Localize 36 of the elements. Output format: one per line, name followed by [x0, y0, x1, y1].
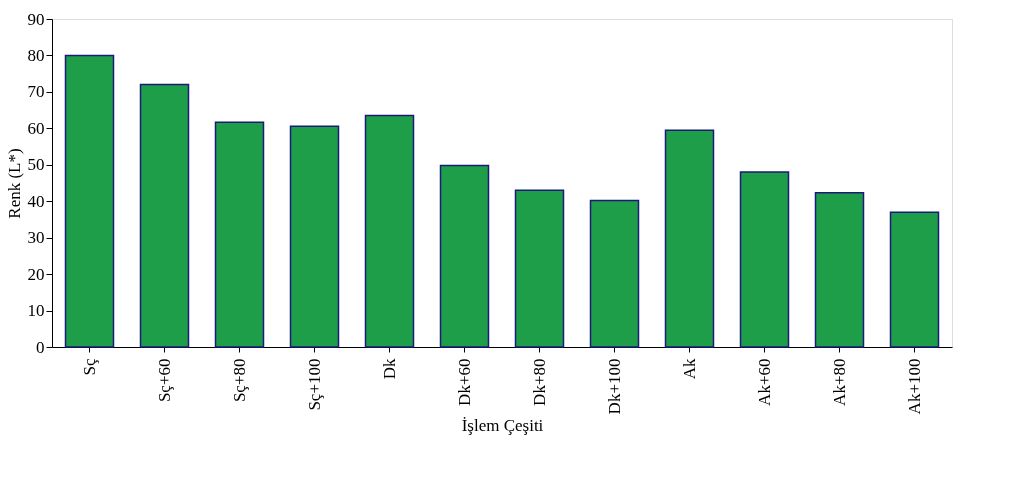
- y-tick-label: 10: [27, 301, 45, 321]
- bar: [889, 211, 940, 348]
- x-tick-label: Ak+80: [829, 358, 849, 406]
- bar: [364, 114, 415, 348]
- x-tick-label: Ak: [679, 358, 699, 380]
- x-tick-label: Dk+60: [454, 358, 474, 406]
- y-axis-title: Renk (L*): [4, 148, 24, 219]
- x-tick-label: Sç+100: [304, 358, 324, 411]
- x-tick-label: Dk+80: [529, 358, 549, 406]
- y-tick-label: 90: [27, 9, 45, 29]
- x-tick-label: Ak+100: [904, 358, 924, 415]
- bar: [289, 125, 340, 348]
- bar: [739, 171, 790, 348]
- bar: [814, 192, 865, 348]
- y-tick-label: 60: [27, 118, 45, 138]
- x-tick-label: Ak+60: [754, 358, 774, 406]
- x-tick-label: Sç+60: [154, 358, 174, 403]
- bar: [139, 83, 190, 348]
- bar: [589, 199, 640, 348]
- x-tick-label: Sç+80: [229, 358, 249, 403]
- bar: [514, 189, 565, 348]
- y-tick-label: 20: [27, 264, 45, 284]
- y-tick-label: 0: [36, 337, 45, 357]
- y-tick-label: 30: [27, 228, 45, 248]
- bar: [439, 164, 490, 348]
- y-tick-label: 40: [27, 191, 45, 211]
- bar: [214, 121, 265, 348]
- x-tick-label: Dk: [379, 358, 399, 380]
- x-tick-label: Sç: [79, 358, 99, 376]
- y-tick-label: 80: [27, 45, 45, 65]
- bar: [64, 54, 115, 348]
- y-tick-label: 50: [27, 155, 45, 175]
- x-axis-title: İşlem Çeşiti: [461, 416, 544, 436]
- x-tick-label: Dk+100: [604, 358, 624, 415]
- bar: [664, 129, 715, 348]
- y-tick-label: 70: [27, 82, 45, 102]
